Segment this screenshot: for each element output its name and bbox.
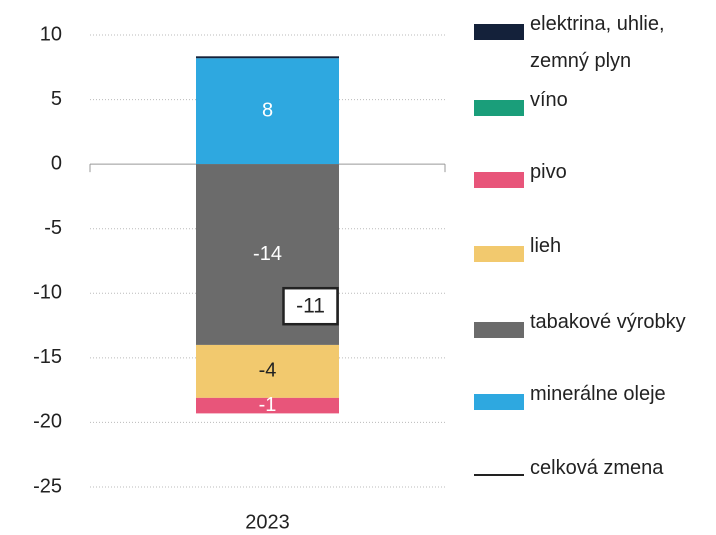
y-tick-label: -25 — [33, 475, 62, 497]
legend-swatch — [474, 394, 524, 410]
legend-label: víno — [530, 89, 568, 111]
legend-swatch — [474, 24, 524, 40]
x-tick-label: 2023 — [245, 511, 290, 533]
legend-swatch — [474, 322, 524, 338]
legend-label: minerálne oleje — [530, 383, 666, 405]
y-tick-label: -5 — [44, 217, 62, 239]
y-tick-label: -20 — [33, 411, 62, 433]
legend-label: pivo — [530, 161, 567, 183]
y-tick-label: 5 — [51, 88, 62, 110]
y-tick-label: -15 — [33, 346, 62, 368]
legend-swatch — [474, 246, 524, 262]
legend-label: lieh — [530, 235, 562, 257]
legend-item: minerálne oleje — [474, 383, 716, 413]
y-tick-label: 0 — [51, 152, 62, 174]
legend-label: celková zmena — [530, 457, 664, 479]
legend-label: tabakové výrobky — [530, 311, 686, 333]
bar-segment — [196, 56, 339, 59]
legend-item: elektrina, uhlie, zemný plyn — [474, 13, 716, 80]
legend-swatch — [474, 172, 524, 188]
y-tick-label: 10 — [40, 23, 62, 45]
legend-item: celková zmena — [474, 457, 716, 487]
bar-segment — [196, 397, 339, 414]
y-tick-label: -10 — [33, 282, 62, 304]
data-label: 8 — [262, 99, 273, 121]
data-label: -14 — [253, 243, 282, 265]
data-label: -1 — [259, 394, 277, 416]
data-label: -4 — [259, 360, 277, 382]
total-label: -11 — [296, 295, 325, 318]
legend-item: lieh — [474, 235, 716, 265]
bar-segment — [196, 58, 339, 165]
legend-swatch — [474, 474, 524, 476]
legend-swatch — [474, 100, 524, 116]
legend-item: pivo — [474, 161, 716, 191]
bar-segment — [196, 344, 339, 398]
legend-item: tabakové výrobky — [474, 311, 716, 341]
legend-label: elektrina, uhlie, zemný plyn — [530, 13, 665, 72]
total-marker — [282, 286, 339, 326]
legend-item: víno — [474, 89, 716, 119]
